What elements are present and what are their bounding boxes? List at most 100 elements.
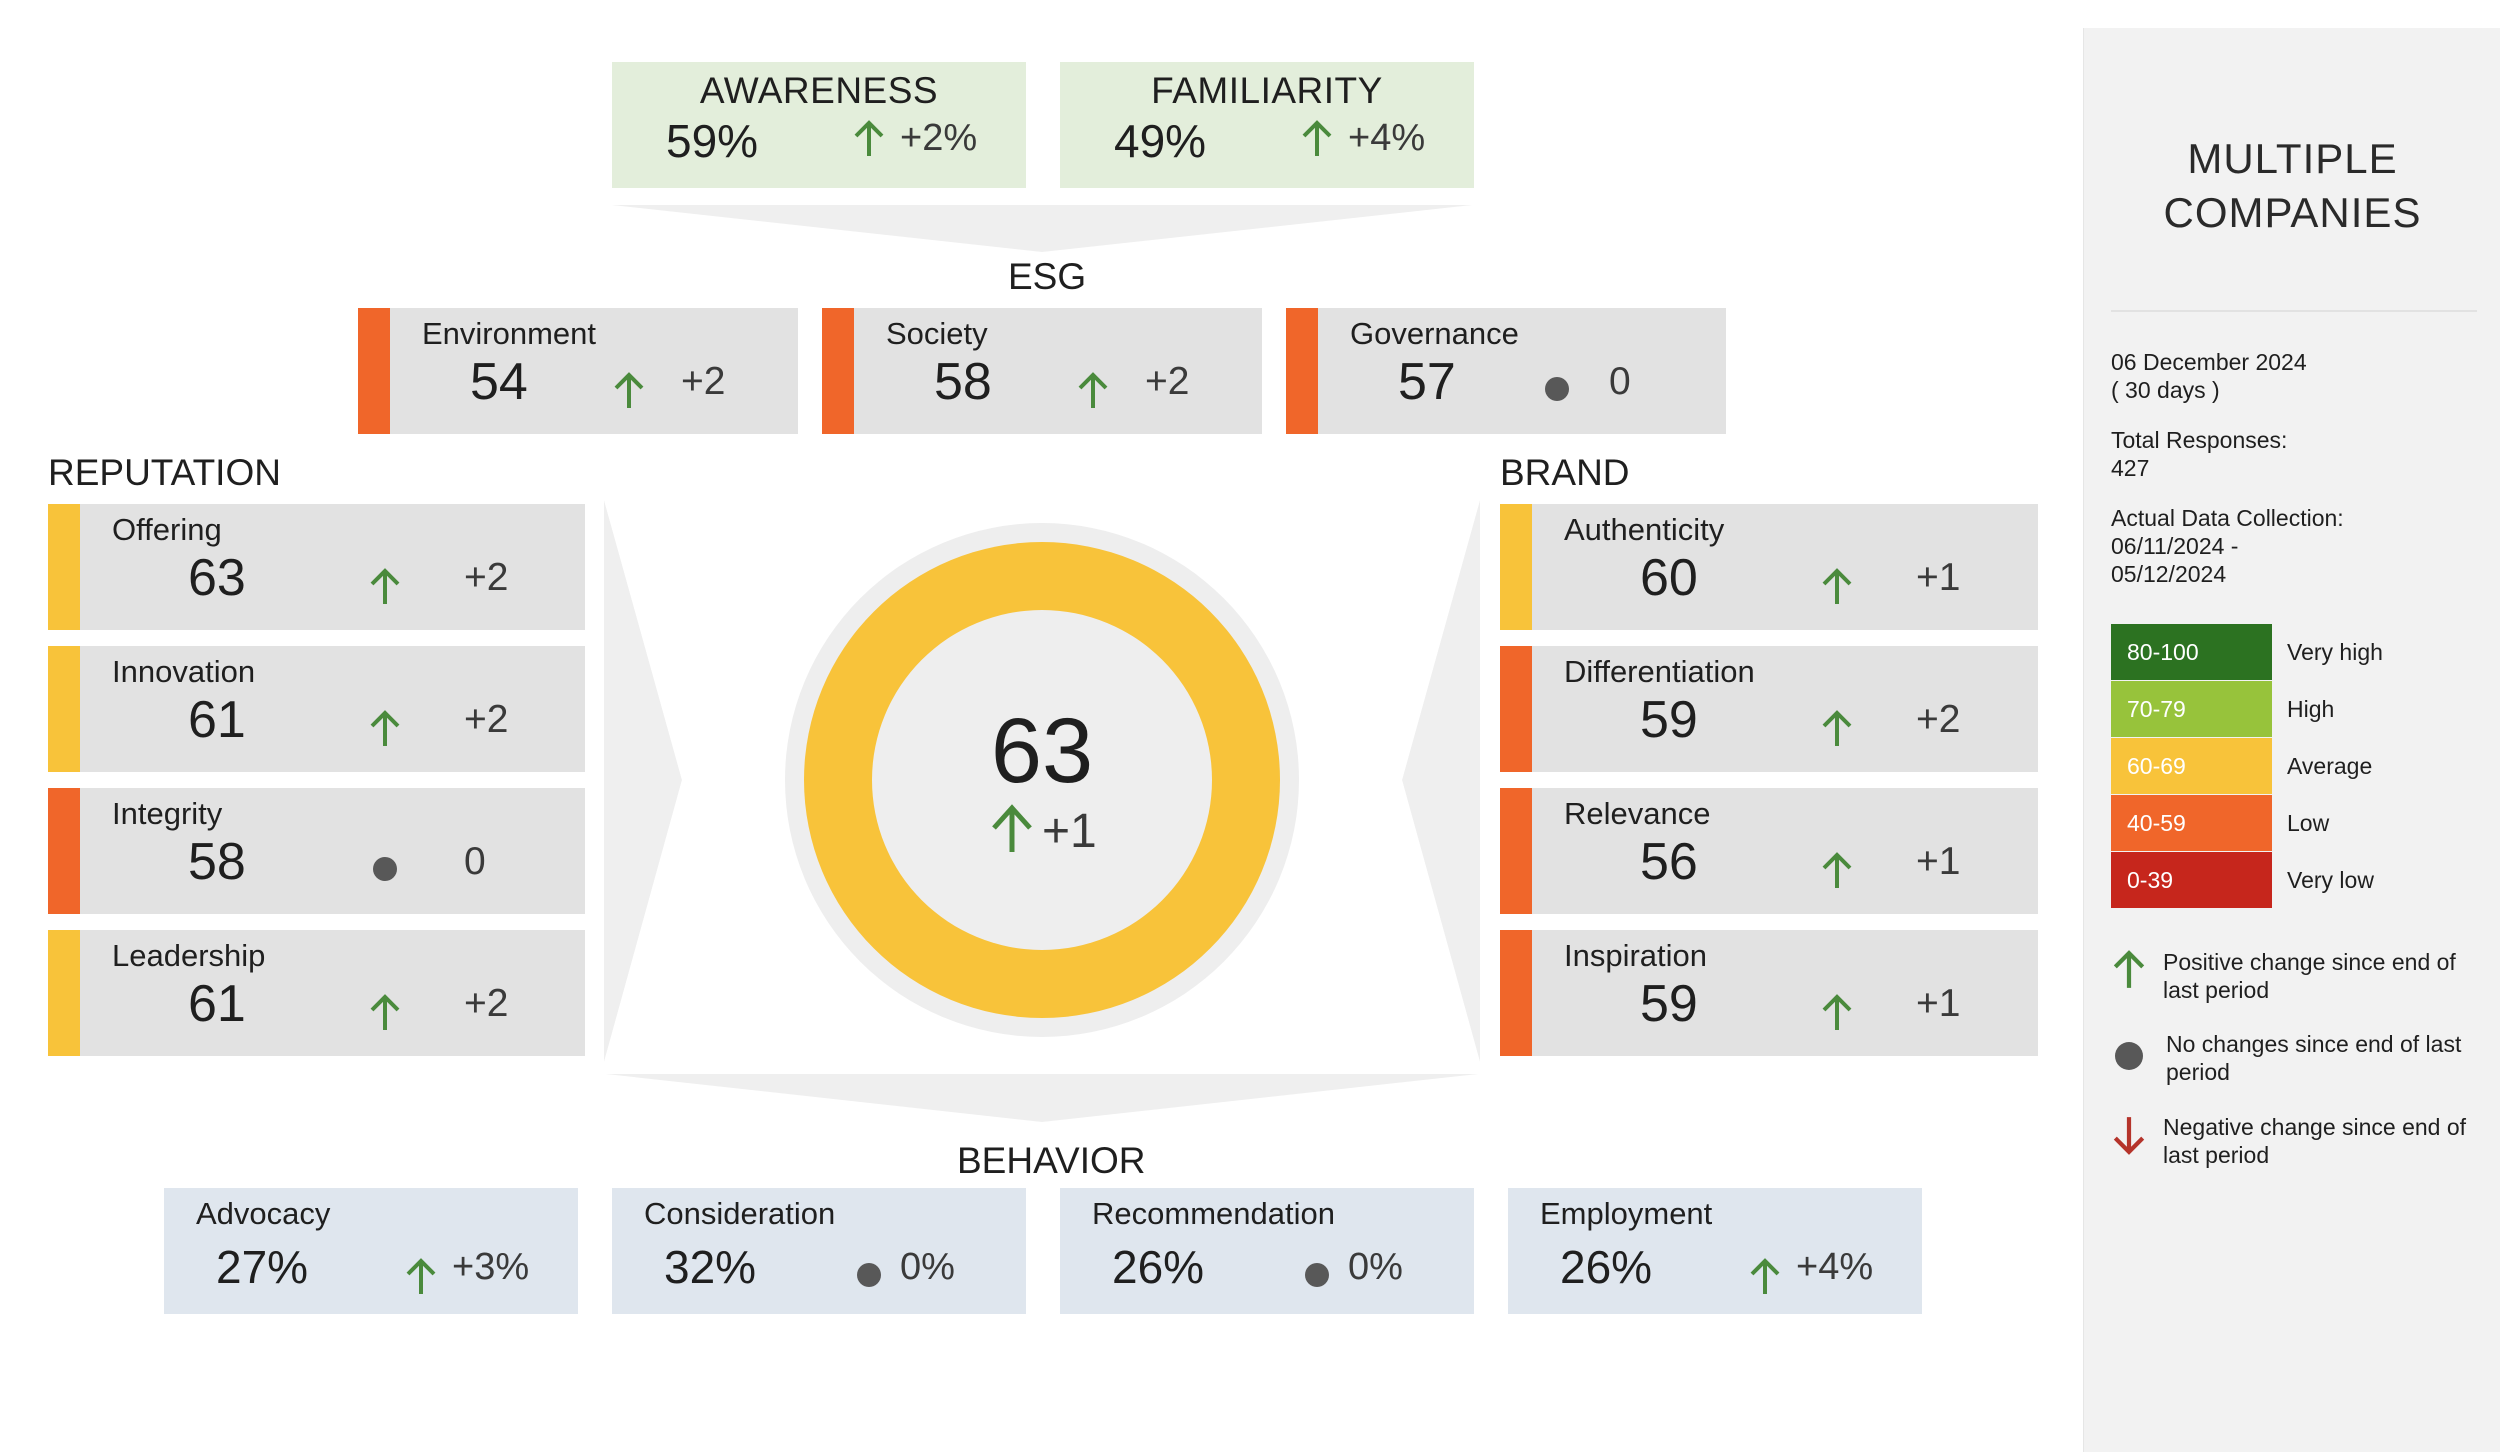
- left-funnel: [604, 500, 682, 1062]
- reputation-card-offering: Offering 63 +2: [48, 504, 585, 630]
- trend-indicator: [1820, 710, 1854, 746]
- trend-indicator: [368, 994, 402, 1030]
- awareness-value: 59%: [666, 115, 759, 167]
- change-legend-text: Negative change since end of last period: [2163, 1114, 2467, 1168]
- card-label: Recommendation: [1092, 1196, 1335, 1231]
- legend-label: Low: [2287, 810, 2330, 836]
- sidebar-title: MULTIPLE COMPANIES: [2084, 132, 2500, 240]
- card-change: +2: [464, 556, 509, 599]
- esg-card-environment: Environment 54 +2: [358, 308, 798, 434]
- card-label: Advocacy: [196, 1196, 331, 1231]
- sidebar-title-line2: COMPANIES: [2163, 189, 2422, 236]
- arrow-up-icon: [1302, 119, 1332, 156]
- legend-dot-icon: [2111, 1032, 2149, 1076]
- change-legend-text: Positive change since end of last period: [2163, 949, 2456, 1003]
- score-color-bar: [1500, 646, 1532, 772]
- awareness-title: AWARENESS: [699, 70, 939, 111]
- awareness-change-text: +2%: [900, 117, 978, 159]
- familiarity-change: +4%: [1300, 117, 1425, 160]
- card-change: +2: [681, 360, 726, 403]
- behavior-card-recommendation: Recommendation 26% 0%: [1060, 1188, 1474, 1314]
- legend-swatch-very-low: 0-39: [2111, 852, 2272, 908]
- familiarity-change-text: +4%: [1348, 117, 1426, 159]
- arrow-up-icon: [854, 119, 884, 156]
- legend-label: Average: [2287, 753, 2373, 779]
- brand-card-inspiration: Inspiration 59 +1: [1500, 930, 2038, 1056]
- trend-indicator: [404, 1258, 438, 1294]
- legend-swatch-average: 60-69: [2111, 738, 2272, 794]
- card-value: 27%: [216, 1241, 309, 1293]
- trend-indicator: [612, 372, 646, 408]
- card-value: 60: [1640, 549, 1698, 607]
- card-value: 59: [1640, 975, 1698, 1033]
- card-label: Innovation: [112, 654, 256, 689]
- card-value: 26%: [1560, 1241, 1653, 1293]
- card-value: 58: [188, 833, 246, 891]
- card-label: Society: [886, 316, 988, 351]
- card-change: 0: [464, 840, 486, 883]
- esg-card-governance: Governance 57 0: [1286, 308, 1726, 434]
- trend-indicator: [1300, 1258, 1334, 1292]
- days-text: ( 30 days ): [2111, 377, 2220, 403]
- card-label: Authenticity: [1564, 512, 1725, 547]
- date-text: 06 December 2024: [2111, 349, 2307, 375]
- dot-icon: [2115, 1042, 2143, 1070]
- legend-label: Very high: [2287, 639, 2383, 665]
- card-change: +1: [1916, 556, 1961, 599]
- card-value: 63: [188, 549, 246, 607]
- collection-end: 05/12/2024: [2111, 561, 2227, 587]
- trend-indicator: [1748, 1258, 1782, 1294]
- gauge-inner-circle: [872, 610, 1212, 950]
- trend-indicator: [368, 710, 402, 746]
- card-label: Inspiration: [1564, 938, 1708, 973]
- esg-title: ESG: [1008, 256, 1087, 297]
- bottom-funnel: [606, 1074, 1478, 1122]
- legend-swatch-low: 40-59: [2111, 795, 2272, 851]
- awareness-box: AWARENESS 59% +2%: [612, 62, 1026, 188]
- sidebar: MULTIPLE COMPANIES 06 December 2024 ( 30…: [2083, 28, 2500, 1452]
- report-date: 06 December 2024 ( 30 days ): [2111, 348, 2307, 404]
- total-responses: Total Responses: 427: [2111, 426, 2287, 482]
- brand-title: BRAND: [1500, 452, 1630, 493]
- arrow-up-icon: [1822, 852, 1852, 888]
- arrow-up-icon: [1750, 1258, 1780, 1294]
- dot-icon: [1305, 1263, 1329, 1287]
- trend-indicator: [1820, 994, 1854, 1030]
- arrow-up-icon: [2113, 950, 2145, 988]
- card-change: 0%: [900, 1246, 955, 1288]
- dot-icon: [373, 857, 397, 881]
- trend-indicator: [852, 1258, 886, 1292]
- reputation-card-integrity: Integrity 58 0: [48, 788, 585, 914]
- score-color-bar: [358, 308, 390, 434]
- score-color-bar: [1500, 788, 1532, 914]
- card-change: +1: [1916, 982, 1961, 1025]
- card-change: +2: [1916, 698, 1961, 741]
- card-value: 57: [1398, 353, 1456, 411]
- arrow-up-icon: [1822, 994, 1852, 1030]
- card-label: Relevance: [1564, 796, 1711, 831]
- card-value: 32%: [664, 1241, 757, 1293]
- data-collection: Actual Data Collection: 06/11/2024 - 05/…: [2111, 504, 2344, 588]
- arrow-up-icon: [370, 710, 400, 746]
- arrow-up-icon: [1822, 710, 1852, 746]
- score-color-bar: [1286, 308, 1318, 434]
- responses-value: 427: [2111, 455, 2150, 481]
- trend-indicator: [1540, 372, 1574, 406]
- familiarity-box: FAMILIARITY 49% +4%: [1060, 62, 1474, 188]
- card-change: 0%: [1348, 1246, 1403, 1288]
- score-color-bar: [48, 788, 80, 914]
- card-value: 26%: [1112, 1241, 1205, 1293]
- card-value: 59: [1640, 691, 1698, 749]
- trend-indicator: [368, 568, 402, 604]
- sidebar-title-line1: MULTIPLE: [2187, 135, 2398, 182]
- card-change: +2: [464, 698, 509, 741]
- card-value: 54: [470, 353, 528, 411]
- card-label: Differentiation: [1564, 654, 1755, 689]
- arrow-up-icon: [992, 804, 1032, 852]
- card-change: +2: [1145, 360, 1190, 403]
- score-color-bar: [1500, 504, 1532, 630]
- card-label: Consideration: [644, 1196, 836, 1231]
- card-value: 56: [1640, 833, 1698, 891]
- score-color-bar: [48, 930, 80, 1056]
- behavior-card-advocacy: Advocacy 27% +3%: [164, 1188, 578, 1314]
